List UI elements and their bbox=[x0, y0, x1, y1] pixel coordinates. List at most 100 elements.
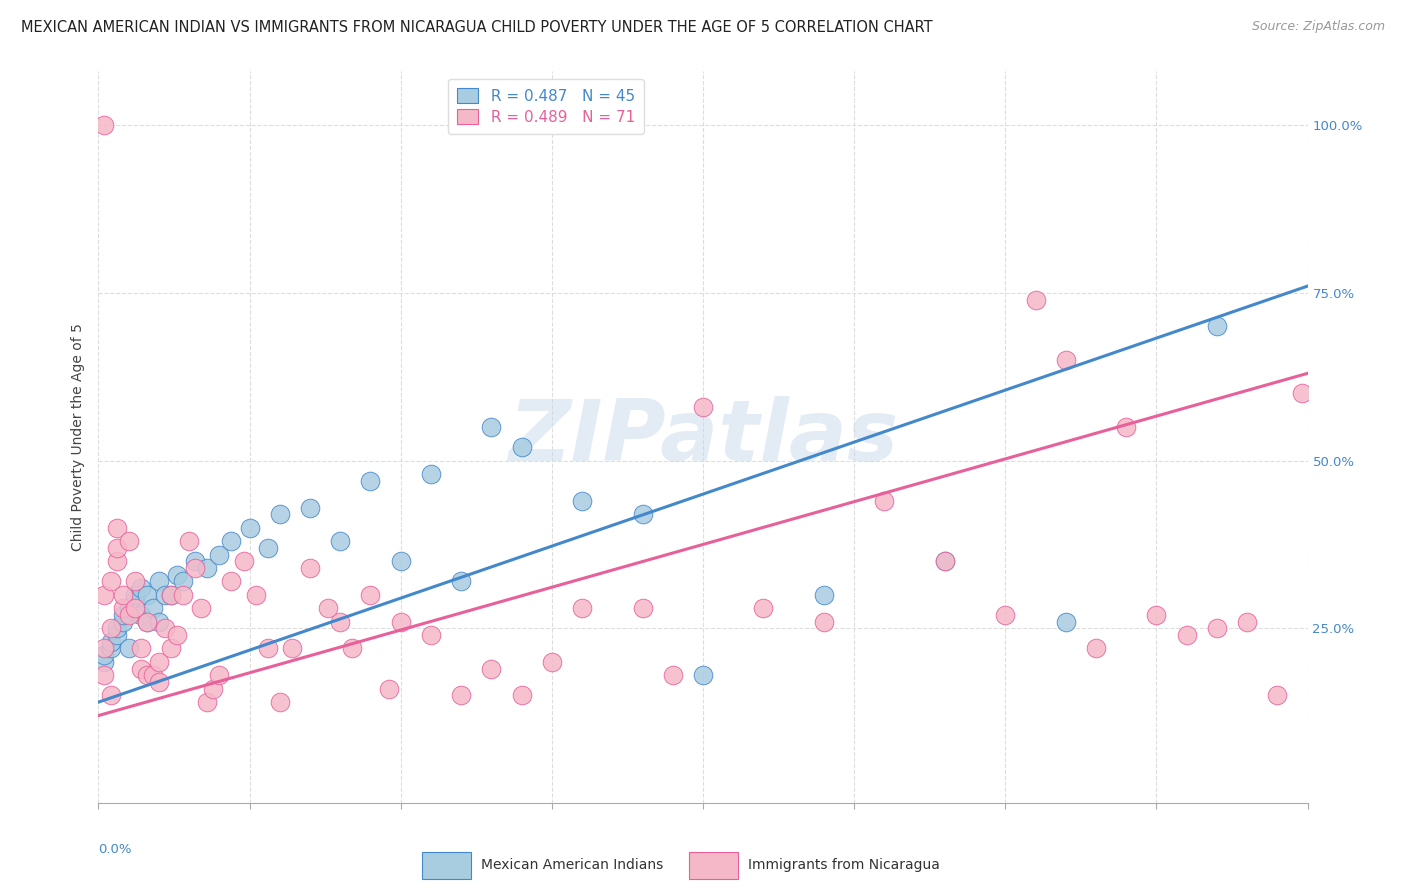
Point bbox=[342, 641, 364, 656]
Point bbox=[166, 567, 188, 582]
Point bbox=[221, 534, 243, 549]
Point bbox=[481, 420, 503, 434]
Point bbox=[360, 588, 382, 602]
Point bbox=[111, 607, 134, 622]
Point bbox=[450, 574, 472, 589]
Point bbox=[1024, 293, 1046, 307]
Point bbox=[269, 695, 291, 709]
Point bbox=[481, 662, 503, 676]
Point bbox=[571, 601, 593, 615]
Point bbox=[135, 615, 157, 629]
Point bbox=[172, 588, 194, 602]
Point bbox=[571, 493, 593, 508]
Point bbox=[299, 561, 322, 575]
Point bbox=[111, 601, 134, 615]
Point bbox=[111, 588, 134, 602]
Point bbox=[752, 601, 775, 615]
Point bbox=[172, 574, 194, 589]
Point bbox=[105, 541, 128, 555]
Point bbox=[813, 588, 835, 602]
Point bbox=[166, 628, 188, 642]
Point bbox=[153, 621, 176, 635]
Point bbox=[93, 118, 115, 132]
Point bbox=[135, 615, 157, 629]
Point bbox=[510, 689, 533, 703]
Point bbox=[420, 628, 443, 642]
Point bbox=[329, 534, 352, 549]
Point bbox=[1175, 628, 1198, 642]
Point bbox=[1236, 615, 1258, 629]
Point bbox=[184, 561, 207, 575]
Point bbox=[360, 474, 382, 488]
Point bbox=[208, 668, 231, 682]
Point bbox=[1054, 352, 1077, 367]
Point bbox=[148, 675, 170, 690]
Point bbox=[873, 493, 896, 508]
Point bbox=[232, 554, 254, 568]
Point bbox=[1291, 386, 1313, 401]
Point bbox=[142, 668, 165, 682]
Point bbox=[1115, 420, 1137, 434]
Point bbox=[208, 548, 231, 562]
Point bbox=[129, 581, 152, 595]
Point bbox=[129, 641, 152, 656]
Point bbox=[100, 641, 122, 656]
Point bbox=[160, 641, 183, 656]
Point bbox=[389, 554, 412, 568]
Point bbox=[93, 641, 115, 656]
Point bbox=[93, 668, 115, 682]
Point bbox=[1206, 319, 1229, 334]
Point bbox=[256, 541, 278, 555]
Text: Source: ZipAtlas.com: Source: ZipAtlas.com bbox=[1251, 20, 1385, 33]
Point bbox=[118, 607, 141, 622]
Point bbox=[269, 508, 291, 522]
Point bbox=[93, 588, 115, 602]
Point bbox=[329, 615, 352, 629]
Text: 0.0%: 0.0% bbox=[98, 843, 132, 856]
Legend:  R = 0.487   N = 45,  R = 0.489   N = 71: R = 0.487 N = 45, R = 0.489 N = 71 bbox=[447, 79, 644, 134]
Point bbox=[148, 655, 170, 669]
Point bbox=[1054, 615, 1077, 629]
Point bbox=[153, 588, 176, 602]
Point bbox=[1267, 689, 1289, 703]
Point bbox=[239, 521, 262, 535]
Point bbox=[111, 615, 134, 629]
Point bbox=[692, 400, 714, 414]
Point bbox=[93, 648, 115, 662]
Point bbox=[420, 467, 443, 481]
Point bbox=[256, 641, 278, 656]
FancyBboxPatch shape bbox=[422, 852, 471, 879]
Point bbox=[100, 689, 122, 703]
Point bbox=[124, 601, 146, 615]
Point bbox=[100, 574, 122, 589]
Point bbox=[934, 554, 956, 568]
Point bbox=[661, 668, 683, 682]
Point bbox=[124, 594, 146, 608]
Point bbox=[129, 607, 152, 622]
Point bbox=[540, 655, 562, 669]
Point bbox=[692, 668, 714, 682]
Text: Mexican American Indians: Mexican American Indians bbox=[481, 858, 664, 872]
Text: MEXICAN AMERICAN INDIAN VS IMMIGRANTS FROM NICARAGUA CHILD POVERTY UNDER THE AGE: MEXICAN AMERICAN INDIAN VS IMMIGRANTS FR… bbox=[21, 20, 932, 35]
Point bbox=[105, 628, 128, 642]
Point bbox=[142, 601, 165, 615]
Point bbox=[1206, 621, 1229, 635]
Point bbox=[377, 681, 399, 696]
Point bbox=[190, 601, 212, 615]
Point bbox=[184, 554, 207, 568]
Point bbox=[245, 588, 267, 602]
FancyBboxPatch shape bbox=[689, 852, 738, 879]
Point bbox=[281, 641, 304, 656]
Point bbox=[118, 534, 141, 549]
Point bbox=[631, 508, 654, 522]
Point bbox=[118, 601, 141, 615]
Point bbox=[631, 601, 654, 615]
Point bbox=[1144, 607, 1167, 622]
Point bbox=[450, 689, 472, 703]
Point bbox=[100, 621, 122, 635]
Point bbox=[1085, 641, 1108, 656]
Point bbox=[100, 634, 122, 648]
Point bbox=[124, 574, 146, 589]
Point bbox=[160, 588, 183, 602]
Point bbox=[105, 521, 128, 535]
